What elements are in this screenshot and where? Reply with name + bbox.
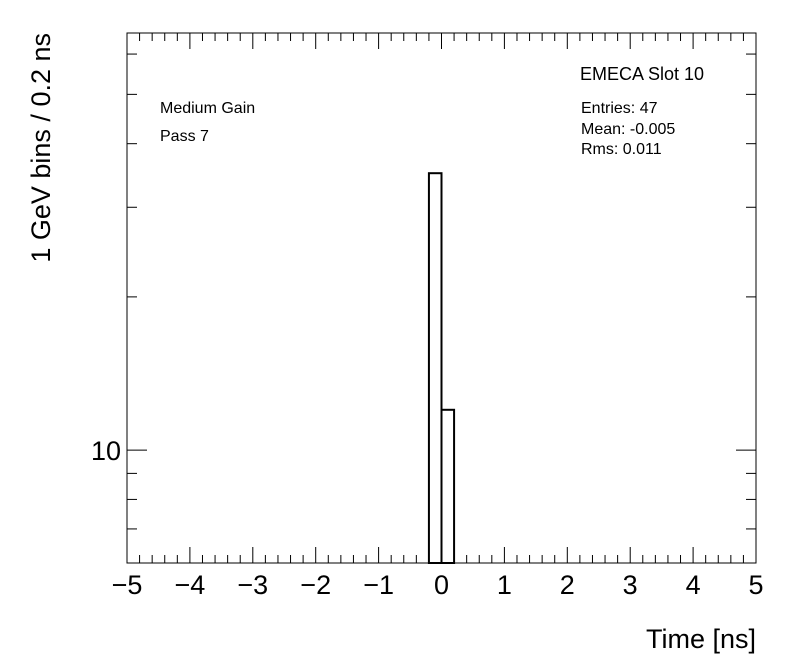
x-tick-label: −5 [112,570,143,600]
x-tick-label: −3 [237,570,268,600]
chart-title: EMECA Slot 10 [580,64,704,84]
bar [427,172,443,564]
x-tick-label: 1 [497,570,512,600]
bar [440,408,456,565]
x-tick-label: −1 [363,570,394,600]
stats-entry: Entries: 47 [581,100,658,117]
x-tick-label: −4 [175,570,206,600]
stats-entry: Rms: 0.011 [581,141,662,158]
x-tick-label: 4 [686,570,701,600]
stats-entry: Mean: -0.005 [581,121,675,138]
x-tick-label: 3 [623,570,638,600]
x-tick-label: 2 [560,570,575,600]
y-axis-title: 1 GeV bins / 0.2 ns [26,33,56,263]
x-tick-label: −2 [300,570,331,600]
x-tick-label: 0 [434,570,449,600]
annotation: Pass 7 [160,128,209,145]
x-tick-label: 5 [748,570,763,600]
annotation: Medium Gain [160,100,255,117]
x-axis-title: Time [ns] [646,624,756,654]
y-tick-label: 10 [91,436,121,466]
